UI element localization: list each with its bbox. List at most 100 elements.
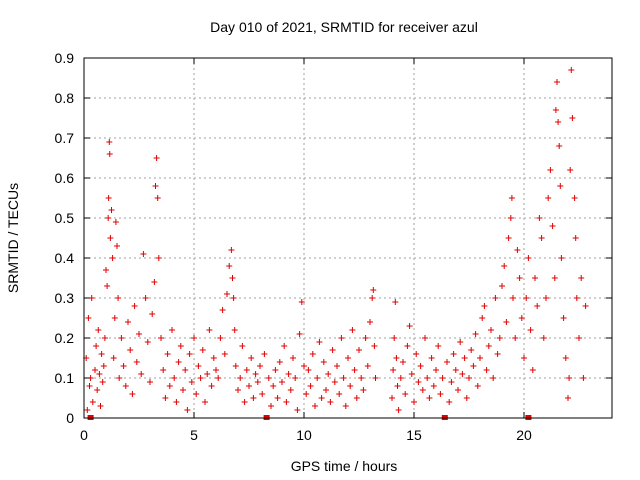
data-point <box>199 347 206 353</box>
data-point <box>426 395 433 401</box>
data-point <box>372 375 379 381</box>
data-point <box>221 351 228 357</box>
data-point <box>164 351 171 357</box>
data-point <box>298 299 305 305</box>
data-point <box>448 379 455 385</box>
x-tick-label: 15 <box>406 427 422 443</box>
data-point <box>545 195 552 201</box>
data-point <box>549 223 556 229</box>
data-point <box>336 391 343 397</box>
data-point <box>411 399 417 405</box>
data-point <box>94 387 101 393</box>
data-point <box>371 343 378 349</box>
data-point <box>177 343 184 349</box>
data-point <box>390 367 397 373</box>
data-point <box>84 407 91 413</box>
data-point <box>532 275 538 281</box>
data-point <box>99 379 106 385</box>
data-point <box>115 295 122 301</box>
data-point <box>351 367 358 373</box>
data-point <box>97 403 104 409</box>
data-point <box>305 367 312 373</box>
data-point <box>578 275 585 281</box>
data-point <box>230 295 237 301</box>
data-point <box>303 391 310 397</box>
data-point <box>228 247 235 253</box>
data-point <box>463 395 470 401</box>
data-point <box>92 367 98 373</box>
data-point <box>186 351 193 357</box>
axis-ticks <box>83 57 612 419</box>
data-point <box>229 275 236 281</box>
data-point <box>505 235 512 241</box>
data-point <box>323 387 329 393</box>
data-point <box>217 335 224 341</box>
y-tick-label: 0 <box>66 410 74 426</box>
data-point <box>358 375 365 381</box>
data-point <box>246 383 252 389</box>
data-point <box>270 383 277 389</box>
data-point <box>283 399 290 405</box>
data-point <box>107 235 114 241</box>
data-point <box>362 335 369 341</box>
data-point <box>292 375 299 381</box>
data-point <box>555 119 562 125</box>
y-tick-label: 0.4 <box>55 250 75 266</box>
data-point <box>571 195 578 201</box>
data-point <box>488 327 494 333</box>
data-point <box>562 355 569 361</box>
data-point <box>413 351 420 357</box>
data-point <box>154 195 161 201</box>
x-tick-label: 20 <box>516 427 532 443</box>
data-point <box>138 371 145 377</box>
data-point <box>316 339 323 345</box>
data-point <box>536 215 543 221</box>
data-point <box>329 347 336 353</box>
data-point <box>557 183 564 189</box>
data-point <box>437 391 444 397</box>
data-point <box>160 367 167 373</box>
data-point <box>241 399 248 405</box>
data-point <box>408 371 415 377</box>
y-tick-label: 0.7 <box>55 130 75 146</box>
data-point <box>153 155 160 161</box>
data-point <box>204 371 211 377</box>
x-tick-label: 10 <box>296 427 312 443</box>
data-point <box>538 235 545 241</box>
data-point <box>424 375 431 381</box>
chart-title: Day 010 of 2021, SRMTID for receiver azu… <box>210 19 478 35</box>
data-point <box>496 335 503 341</box>
data-point <box>525 255 532 261</box>
data-point <box>481 303 488 309</box>
data-point <box>499 283 505 289</box>
y-tick-label: 0.2 <box>55 330 75 346</box>
x-tick-labels: 0 5 10 15 20 <box>80 427 532 443</box>
data-point <box>210 355 217 361</box>
data-point <box>402 391 409 397</box>
data-point <box>224 291 230 297</box>
y-tick-label: 0.6 <box>55 170 75 186</box>
data-point <box>136 331 142 337</box>
data-point <box>342 403 349 409</box>
data-point <box>393 355 400 361</box>
data-point <box>103 267 109 273</box>
data-point <box>98 351 105 357</box>
data-point <box>430 383 437 389</box>
data-point <box>111 315 118 321</box>
data-point <box>213 367 219 373</box>
data-point <box>265 375 272 381</box>
data-point <box>338 335 345 341</box>
y-tick-label: 0.3 <box>55 290 75 306</box>
data-point <box>573 295 580 301</box>
data-point <box>483 367 490 373</box>
data-point <box>477 355 483 361</box>
data-point <box>100 363 107 369</box>
data-point <box>112 219 119 225</box>
data-point <box>485 343 492 349</box>
data-point <box>147 379 153 385</box>
data-point <box>195 363 202 369</box>
data-point <box>276 359 283 365</box>
data-point <box>518 315 525 321</box>
data-point <box>155 255 162 261</box>
data-point <box>554 79 560 85</box>
